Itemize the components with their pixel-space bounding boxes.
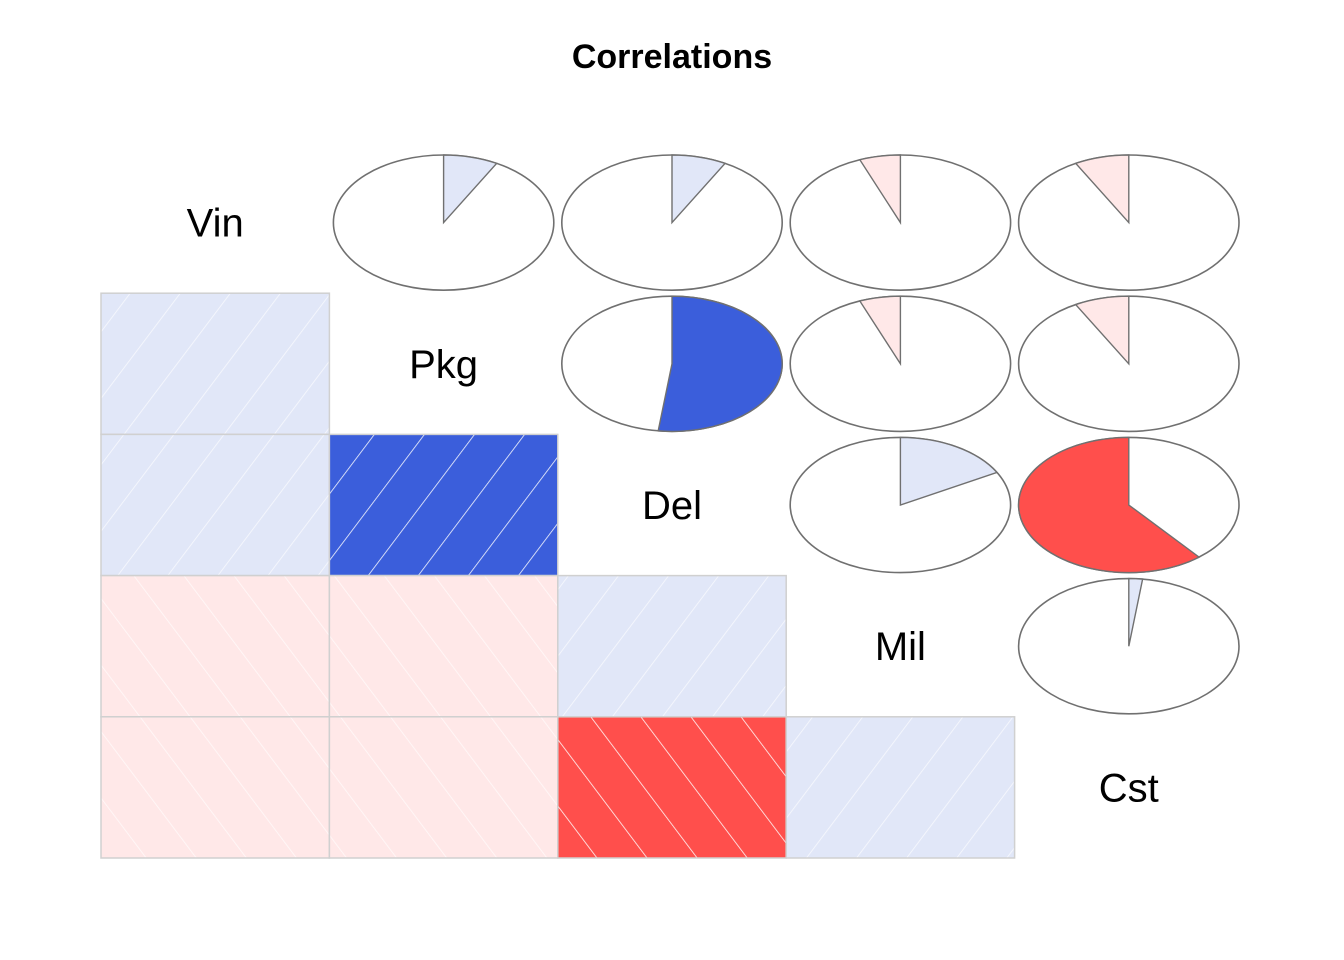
pie-cell-del-mil [789, 436, 1012, 574]
pie-slice [671, 154, 727, 225]
lower-shade-panel [100, 292, 1016, 859]
shade-cell-cst-pkg [328, 716, 559, 859]
shade-cell-mil-del [557, 574, 787, 718]
pie-cell-vin-del [560, 154, 783, 291]
pie-cell-mil-cst [1017, 577, 1240, 715]
shade-cell-mil-vin [100, 574, 331, 718]
pie-cell-pkg-del [560, 295, 783, 433]
pie-slice [858, 295, 902, 367]
diagonal-label-mil: Mil [875, 625, 926, 669]
pie-slice [858, 154, 902, 225]
shade-cell-mil-pkg [328, 574, 559, 718]
pie-slice [442, 154, 498, 225]
diagonal-label-del: Del [642, 484, 702, 528]
pie-slice [1074, 154, 1130, 225]
pie-cell-pkg-cst [1017, 295, 1240, 433]
pie-slice [1074, 295, 1130, 366]
shade-cell-pkg-vin [100, 292, 331, 436]
shade-cell-cst-vin [100, 716, 331, 859]
pie-slice [657, 295, 783, 433]
pie-slice [1017, 436, 1201, 574]
pie-cell-vin-cst [1017, 154, 1240, 291]
diagonal-label-vin: Vin [187, 202, 244, 246]
diagonal-label-pkg: Pkg [409, 343, 478, 387]
pie-cell-vin-mil [789, 154, 1012, 291]
pie-cell-del-cst [1017, 436, 1240, 574]
shade-cell-cst-del [557, 716, 787, 859]
shade-cell-cst-mil [785, 716, 1016, 859]
pie-cell-pkg-mil [789, 295, 1012, 433]
shade-cell-del-pkg [328, 433, 559, 577]
pie-slice [1128, 577, 1144, 647]
upper-pie-panel [332, 154, 1240, 715]
pie-slice [899, 436, 999, 506]
chart-title: Correlations [571, 38, 773, 76]
pie-cell-vin-pkg [332, 154, 555, 291]
shade-cell-del-vin [100, 433, 331, 577]
diagonal-label-cst: Cst [1099, 766, 1159, 810]
diagonal-labels: Vin Pkg Del Mil Cst [187, 202, 1159, 811]
